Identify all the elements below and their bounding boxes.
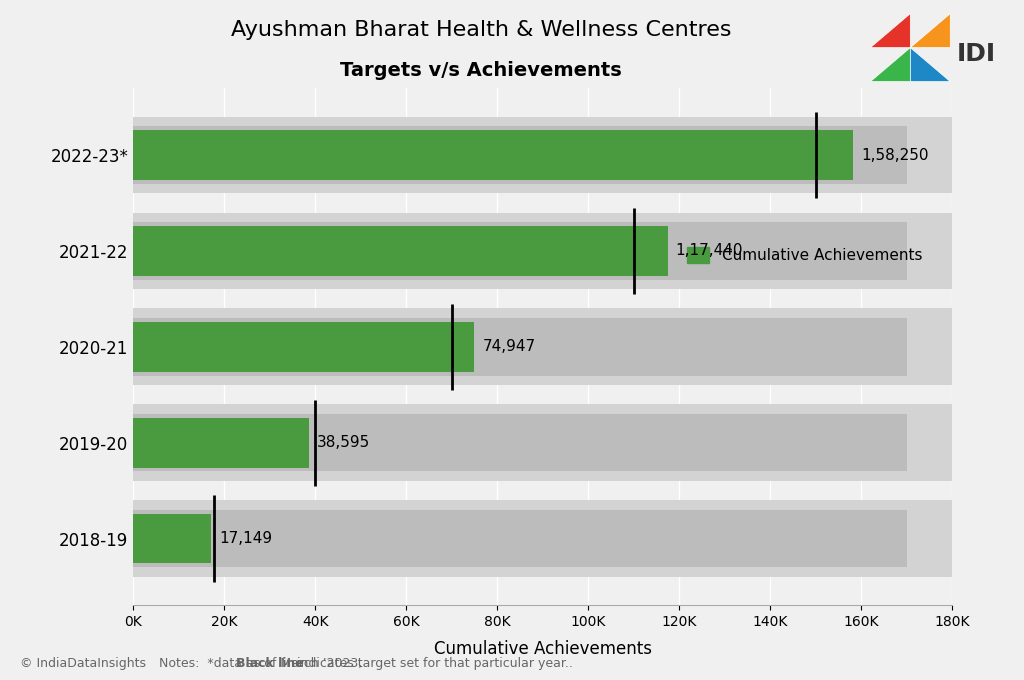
Bar: [133, 309, 392, 385]
Bar: [133, 309, 702, 385]
Legend: Cumulative Achievements: Cumulative Achievements: [680, 241, 929, 269]
Text: 38,595: 38,595: [317, 435, 371, 450]
Text: indicates target set for that particular year..: indicates target set for that particular…: [293, 657, 572, 670]
Bar: [133, 510, 360, 567]
Bar: [133, 226, 668, 276]
Text: 74,947: 74,947: [482, 339, 536, 354]
Bar: [133, 222, 670, 279]
Bar: [133, 500, 233, 577]
Text: IDI: IDI: [956, 42, 996, 67]
Bar: [133, 510, 215, 567]
Bar: [133, 414, 360, 471]
Bar: [133, 117, 952, 193]
Bar: [133, 418, 309, 468]
Text: Notes:  *data as of March ’2023;: Notes: *data as of March ’2023;: [159, 657, 367, 670]
Bar: [133, 510, 670, 567]
Bar: [133, 510, 297, 567]
Text: © IndiaDataInsights: © IndiaDataInsights: [20, 657, 146, 670]
Text: 1,17,440: 1,17,440: [676, 243, 743, 258]
Bar: [133, 213, 702, 289]
Bar: [133, 130, 853, 180]
Bar: [133, 500, 392, 577]
Bar: [133, 405, 315, 481]
Bar: [133, 500, 702, 577]
Bar: [133, 318, 907, 375]
Bar: [133, 500, 315, 577]
Polygon shape: [910, 48, 950, 82]
Bar: [133, 414, 907, 471]
Polygon shape: [870, 14, 910, 48]
Bar: [133, 510, 907, 567]
Text: 1,58,250: 1,58,250: [861, 148, 929, 163]
Bar: [133, 405, 952, 481]
Bar: [133, 500, 952, 577]
Bar: [133, 126, 907, 184]
Bar: [133, 318, 670, 375]
Bar: [133, 318, 360, 375]
Text: Black line: Black line: [236, 657, 303, 670]
Bar: [133, 513, 211, 564]
Bar: [133, 405, 392, 481]
Text: Targets v/s Achievements: Targets v/s Achievements: [340, 61, 623, 80]
Polygon shape: [910, 14, 950, 48]
Bar: [133, 213, 952, 289]
Bar: [133, 414, 297, 471]
Bar: [133, 322, 474, 372]
Bar: [133, 414, 670, 471]
Polygon shape: [870, 48, 910, 82]
Bar: [133, 309, 952, 385]
Bar: [133, 222, 907, 279]
Bar: [133, 405, 702, 481]
Text: 17,149: 17,149: [219, 531, 272, 546]
X-axis label: Cumulative Achievements: Cumulative Achievements: [434, 640, 651, 658]
Text: Ayushman Bharat Health & Wellness Centres: Ayushman Bharat Health & Wellness Centre…: [231, 20, 731, 40]
